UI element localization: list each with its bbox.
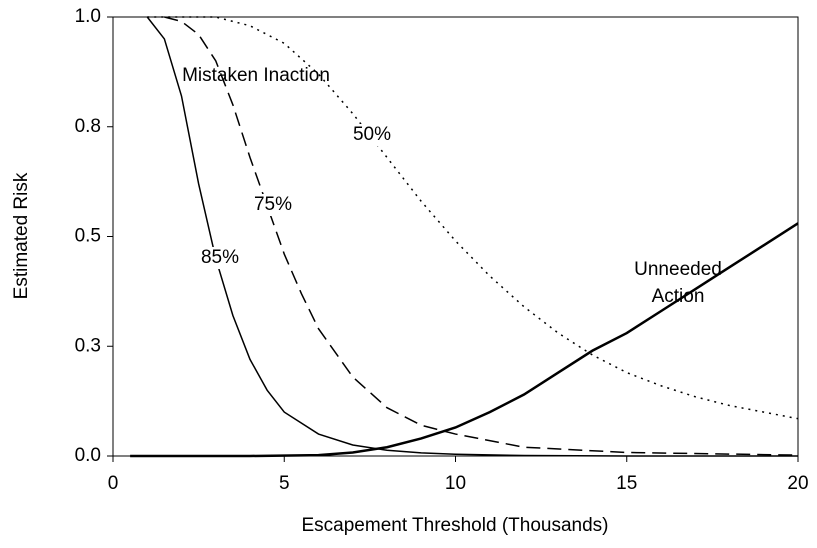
y-tick-label: 0.5 (75, 226, 101, 247)
series-label: 75% (254, 194, 292, 215)
series-label: 85% (201, 247, 239, 268)
y-tick-label: 0.0 (75, 445, 101, 466)
x-axis-label: Escapement Threshold (Thousands) (302, 515, 609, 536)
label-bg (352, 124, 392, 146)
y-tick-label: 0.3 (75, 335, 101, 356)
series-line (146, 16, 798, 457)
x-tick-label: 0 (108, 473, 119, 494)
x-tick-label: 20 (787, 473, 808, 494)
x-tick-label: 5 (279, 473, 290, 494)
label-bg (200, 247, 240, 269)
annotation: Unneeded (634, 259, 722, 280)
annotation: Mistaken Inaction (182, 65, 330, 86)
series-line (130, 222, 799, 458)
series-label: 50% (353, 124, 391, 145)
y-tick-label: 1.0 (75, 6, 101, 27)
x-tick-label: 10 (445, 473, 466, 494)
series-line (164, 16, 799, 456)
label-bg (253, 194, 293, 216)
y-axis-label: Estimated Risk (11, 172, 32, 299)
x-tick-label: 15 (616, 473, 637, 494)
series-line (147, 16, 799, 420)
y-tick-label: 0.8 (75, 116, 101, 137)
